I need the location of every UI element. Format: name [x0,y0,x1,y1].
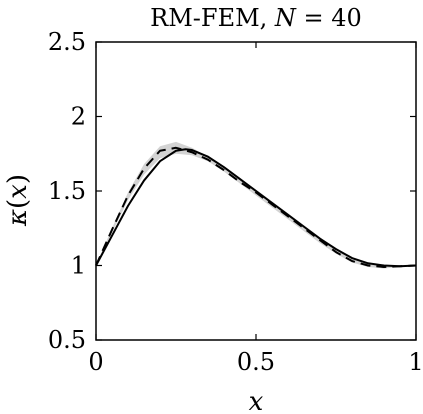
chart-title: RM-FEM, N = 40 [150,4,362,32]
series-line-2-dashed [95,146,417,268]
tick-layer: 0 0.5 10.511.522.5 [48,28,423,376]
x-tick-label: 0.5 [237,348,275,376]
x-tick-label: 0 [88,348,103,376]
series-line-1-solid [95,148,417,268]
series-layer [95,146,417,268]
title-suffix: = 40 [296,4,362,32]
y-tick-label: 1 [71,252,86,280]
uncertainty-band-layer [96,141,416,269]
y-axis-label-var: κ [3,209,33,227]
x-tick-label: 1 [408,348,423,376]
y-tick-label: 2 [71,103,86,131]
y-tick-label: 2.5 [48,28,86,56]
y-axis-label: κ(x) [3,174,33,227]
title-variable: N [274,4,297,32]
x-axis-label: x [249,387,264,414]
y-tick-label: 0.5 [48,326,86,354]
y-axis-label-close: ) [3,174,33,184]
y-tick-label: 1.5 [48,177,86,205]
title-prefix: RM-FEM, [150,4,275,32]
y-axis-label-open: ( [3,199,33,209]
y-axis-label-arg: x [3,184,33,199]
uncertainty-band [96,141,416,269]
